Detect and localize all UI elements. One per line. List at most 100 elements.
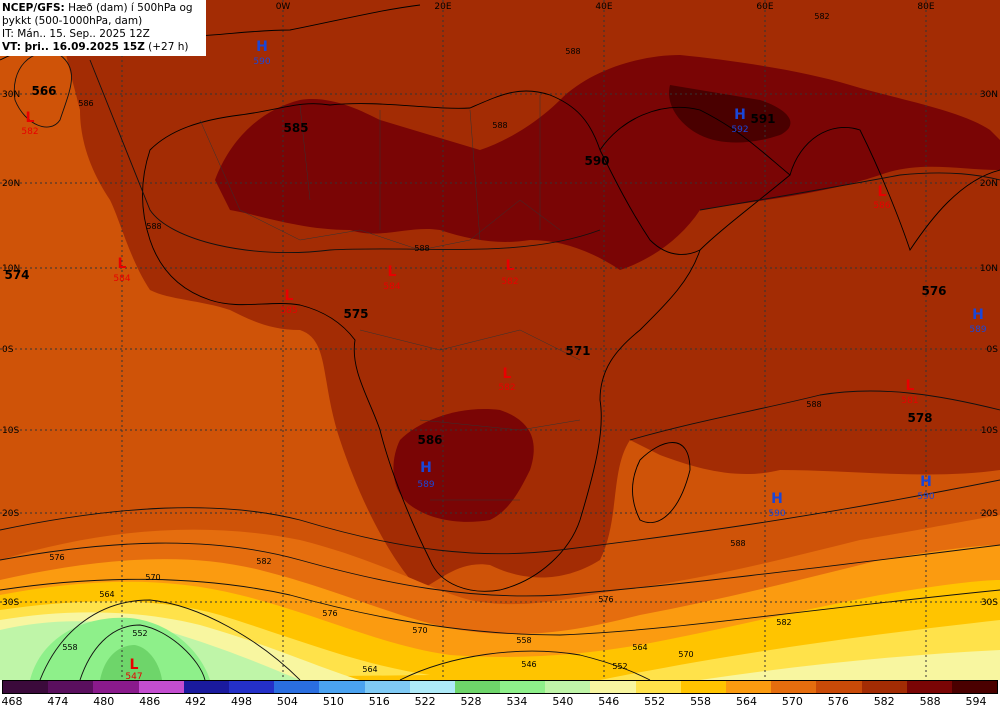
contour-label: 564 <box>99 590 114 599</box>
height-label-571: 571 <box>565 344 590 358</box>
colorbar-tick-label: 576 <box>827 695 849 708</box>
contour-label: 558 <box>516 636 531 645</box>
low-value-9: 547 <box>125 672 142 680</box>
colorbar-swatch <box>500 681 546 693</box>
low-marker-7: L <box>503 366 512 382</box>
colorbar-tick-label: 498 <box>231 695 253 708</box>
colorbar-swatch <box>680 681 726 693</box>
low-value-5: 582 <box>501 277 518 287</box>
colorbar-tick-label: 582 <box>873 695 895 708</box>
colorbar-tick-label: 558 <box>690 695 712 708</box>
colorbar-swatch <box>726 681 772 693</box>
high-marker-4: H <box>420 460 432 476</box>
colorbar-tick-label: 534 <box>506 695 528 708</box>
low-value-3: 585 <box>280 306 297 316</box>
colorbar-swatch <box>228 681 275 693</box>
low-marker-4: L <box>388 264 397 280</box>
colorbar-swatch <box>635 681 681 693</box>
colorbar-swatch <box>409 681 455 693</box>
height-label-576: 576 <box>921 284 946 298</box>
colorbar-tick-label: 570 <box>781 695 803 708</box>
contour-label: 558 <box>62 643 77 652</box>
height-contours <box>0 52 1000 680</box>
colorbar-ticks: 468 474 480 486 492 498 504 510 516 522 528 534 540 5… <box>0 695 1000 709</box>
colorbar-tick-label: 480 <box>93 695 115 708</box>
high-marker-5: H <box>771 491 783 507</box>
low-marker-1: L <box>26 110 35 126</box>
high-marker-2: H <box>734 107 746 123</box>
lat-label-20s-left: 20S <box>2 509 19 519</box>
colorbar-swatch <box>951 681 998 693</box>
contour-label: 564 <box>632 643 647 652</box>
colorbar-tick-label: 474 <box>47 695 69 708</box>
contour-label: 582 <box>814 12 829 21</box>
contour-label: 586 <box>78 99 93 108</box>
lon-label-40e: 40E <box>595 2 612 12</box>
contour-label: 576 <box>598 595 613 604</box>
lat-label-10n-left: 10N <box>2 264 20 274</box>
lon-label-20e: 20E <box>434 2 451 12</box>
colorbar-tick-label: 468 <box>1 695 23 708</box>
colorbar-swatch <box>319 681 365 693</box>
colorbar-tick-label: 546 <box>598 695 620 708</box>
lat-label-10n-right: 10N <box>980 264 998 274</box>
low-value-1: 582 <box>21 127 38 137</box>
colorbar-swatch <box>93 681 139 693</box>
lon-label-80e: 80E <box>917 2 934 12</box>
contour-label: 582 <box>256 557 271 566</box>
colorbar-tick-label: 516 <box>368 695 390 708</box>
colorbar-swatch <box>274 681 320 693</box>
lon-label-0w: 0W <box>276 2 291 12</box>
header-lead: (+27 h) <box>144 41 189 53</box>
colorbar-tick-label: 564 <box>735 695 757 708</box>
high-marker-6: H <box>920 474 932 490</box>
high-value-1: 590 <box>253 57 270 67</box>
height-label-575: 575 <box>343 307 368 321</box>
low-value-6: 586 <box>873 201 890 211</box>
lat-label-10s-left: 10S <box>2 426 19 436</box>
lat-label-10s-right: 10S <box>981 426 998 436</box>
colorbar-swatch <box>861 681 907 693</box>
lat-label-30n-right: 30N <box>980 90 998 100</box>
colorbar-swatch <box>906 681 952 693</box>
height-label-590: 590 <box>584 154 609 168</box>
low-value-7: 582 <box>498 383 515 393</box>
lat-label-30n-left: 30N <box>2 90 20 100</box>
contour-label: 576 <box>322 609 337 618</box>
height-label-585: 585 <box>283 121 308 135</box>
band-594 <box>669 85 791 143</box>
lat-label-0s-left: 0S <box>2 345 14 355</box>
contour-label: 588 <box>414 244 429 253</box>
colorbar-swatch <box>545 681 591 693</box>
coastlines <box>0 4 1000 592</box>
low-marker-9: L <box>130 657 139 673</box>
colorbar-tick-label: 522 <box>414 695 436 708</box>
colorbar-swatch <box>590 681 636 693</box>
band-528 <box>100 645 162 680</box>
band-588-south <box>393 409 534 522</box>
color-legend: 468 474 480 486 492 498 504 510 516 522 528 534 540 5… <box>0 680 1000 709</box>
colorbar-swatch <box>138 681 184 693</box>
contour-label: 588 <box>565 47 580 56</box>
lat-label-30s-left: 30S <box>2 598 19 608</box>
contour-label: 576 <box>49 553 64 562</box>
high-value-4: 589 <box>417 480 434 490</box>
header-valid-time: VT: þri.. 16.09.2025 15Z <box>2 41 145 53</box>
low-marker-8: L <box>906 378 915 394</box>
contour-label: 582 <box>776 618 791 627</box>
contour-label: 552 <box>612 662 627 671</box>
low-value-4: 584 <box>383 282 400 292</box>
low-marker-3: L <box>285 288 294 304</box>
colorbar-tick-label: 594 <box>965 695 987 708</box>
colorbar-tick-label: 492 <box>185 695 207 708</box>
contour-label: 552 <box>132 629 147 638</box>
low-value-2: 584 <box>113 274 130 284</box>
contour-label: 564 <box>362 665 377 674</box>
header-thickness: þykkt (500-1000hPa, dam) <box>2 15 143 27</box>
contour-label: 588 <box>146 222 161 231</box>
colorbar-swatch <box>3 681 49 693</box>
lat-label-20s-right: 20S <box>981 509 998 519</box>
colorbar-swatch <box>183 681 229 693</box>
high-value-3: 589 <box>969 325 986 335</box>
colorbar-tick-label: 552 <box>644 695 666 708</box>
